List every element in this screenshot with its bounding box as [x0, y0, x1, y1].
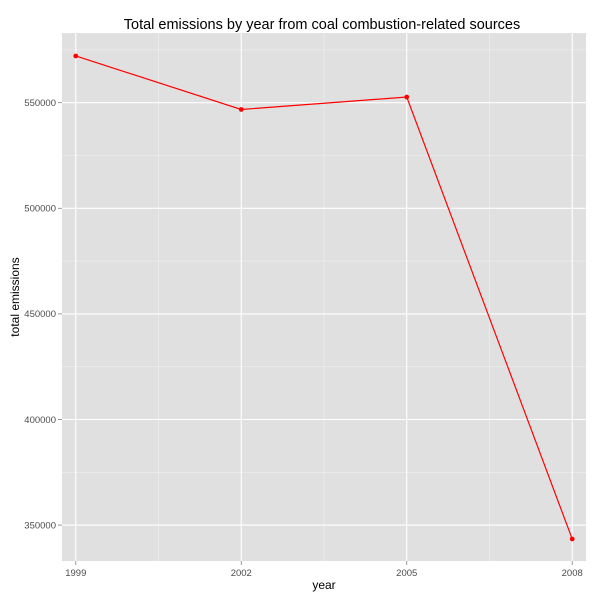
y-tick-label: 400000: [24, 415, 56, 426]
data-point: [569, 536, 575, 542]
x-tick-label: 1999: [65, 568, 86, 579]
data-series: [73, 53, 575, 542]
major-gridlines: [62, 33, 586, 561]
x-axis-ticks: 1999 2002 2005 2008: [65, 561, 583, 579]
minor-gridlines: [62, 33, 586, 561]
y-axis-title: total emissions: [8, 257, 22, 336]
x-tick-label: 2005: [396, 568, 417, 579]
x-tick-label: 2002: [231, 568, 252, 579]
series-line: [75, 55, 573, 540]
data-point: [238, 107, 244, 112]
y-tick-label: 350000: [24, 520, 56, 531]
chart-title: Total emissions by year from coal combus…: [124, 17, 521, 33]
y-axis-ticks: 350000 400000 450000 500000 550000: [24, 98, 62, 531]
data-point: [404, 94, 410, 100]
data-point: [73, 53, 79, 59]
y-tick-label: 450000: [24, 309, 56, 320]
x-axis-title: year: [312, 578, 335, 592]
y-tick-label: 500000: [24, 204, 56, 215]
y-tick-label: 550000: [24, 98, 56, 109]
x-tick-label: 2008: [562, 568, 583, 579]
